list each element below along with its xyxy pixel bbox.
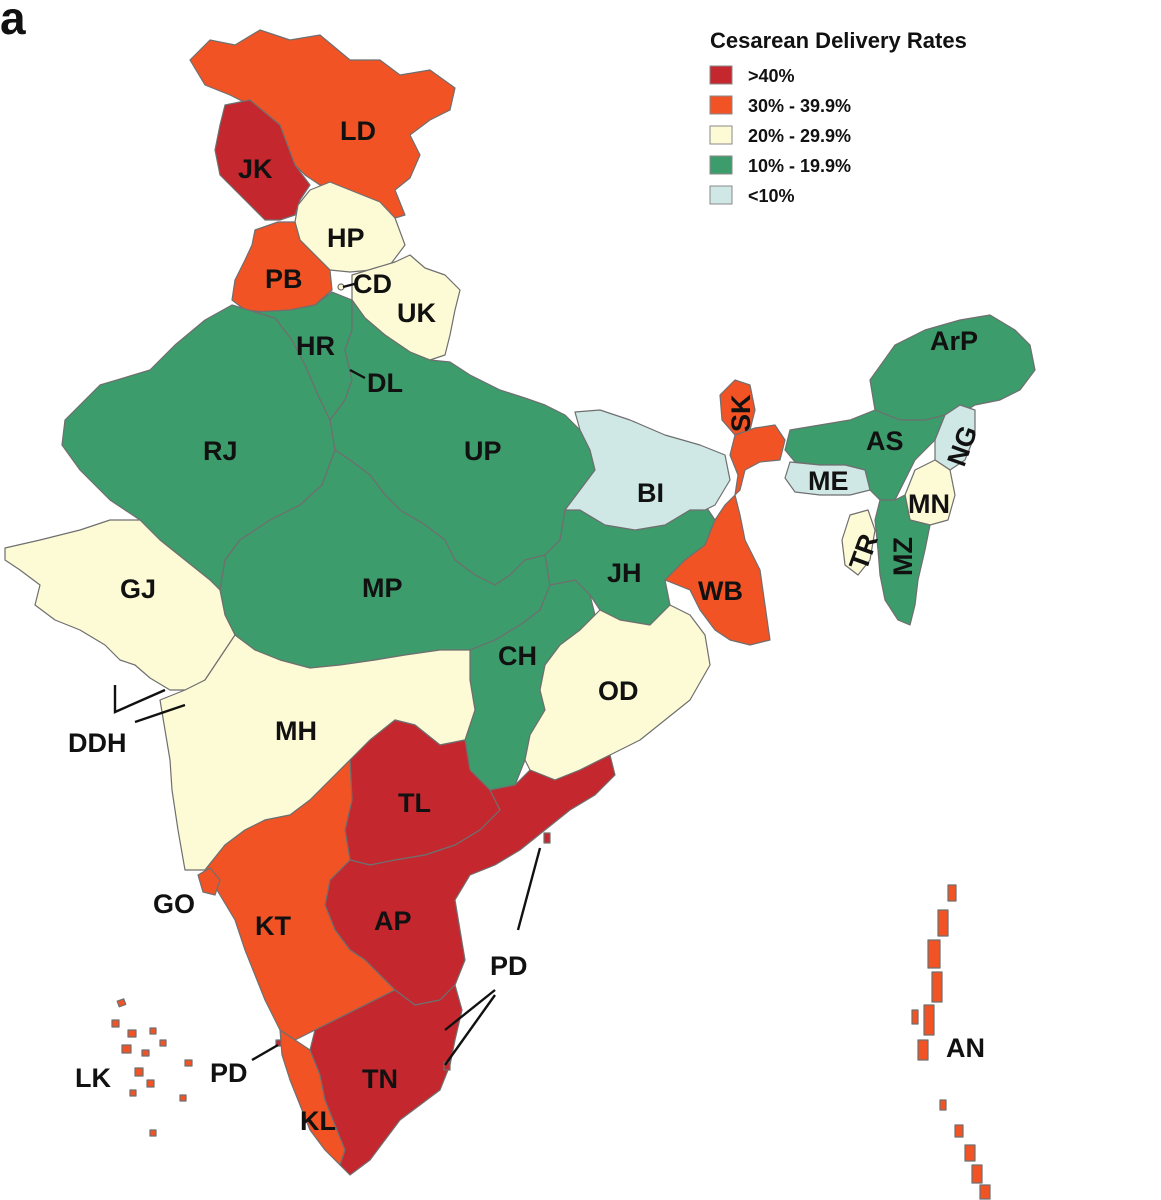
label-bi: BI	[637, 478, 664, 508]
label-ld: LD	[340, 116, 376, 146]
legend-label-4: 10% - 19.9%	[748, 156, 851, 176]
label-hr: HR	[296, 331, 335, 361]
legend-item-3: 20% - 29.9%	[709, 125, 851, 146]
region-me	[784, 461, 871, 496]
label-go: GO	[153, 889, 195, 919]
region-ng	[934, 404, 976, 471]
region-lk-islands	[111, 998, 193, 1137]
panel-label: a	[0, 0, 26, 44]
leader-ddh	[113, 685, 166, 714]
leader-dl	[349, 368, 366, 380]
label-pd-east: PD	[490, 951, 528, 981]
label-tn: TN	[362, 1064, 398, 1094]
label-pd-west: PD	[210, 1058, 248, 1088]
label-mh: MH	[275, 716, 317, 746]
region-od	[524, 604, 711, 781]
label-cd: CD	[353, 269, 392, 299]
leader-pd-mahe	[251, 1043, 279, 1062]
region-kt	[204, 759, 396, 1041]
label-ap: AP	[374, 906, 412, 936]
label-arp: ArP	[930, 326, 978, 356]
legend-swatch-4	[709, 155, 733, 175]
label-uk: UK	[397, 298, 436, 328]
legend-item-5: <10%	[709, 185, 795, 206]
label-wb: WB	[698, 576, 743, 606]
label-tl: TL	[398, 788, 431, 818]
label-lk: LK	[75, 1063, 111, 1093]
label-ch: CH	[498, 641, 537, 671]
label-od: OD	[598, 676, 639, 706]
region-tn	[309, 984, 463, 1176]
label-sk: SK	[726, 394, 756, 432]
label-me: ME	[808, 466, 849, 496]
region-jk	[214, 99, 311, 221]
label-jh: JH	[607, 558, 642, 588]
legend-item-1: >40%	[709, 65, 795, 86]
label-as: AS	[866, 426, 904, 456]
legend-swatch-1	[709, 65, 733, 85]
label-kt: KT	[255, 911, 291, 941]
legend-swatch-3	[709, 125, 733, 145]
leader-ddh-2	[134, 703, 186, 724]
region-go	[197, 867, 221, 896]
legend-label-2: 30% - 39.9%	[748, 96, 851, 116]
legend-label-1: >40%	[748, 66, 795, 86]
label-hp: HP	[327, 223, 365, 253]
label-dl: DL	[367, 368, 403, 398]
legend-item-2: 30% - 39.9%	[709, 95, 851, 116]
label-gj: GJ	[120, 574, 156, 604]
label-mp: MP	[362, 573, 403, 603]
label-mn: MN	[908, 489, 950, 519]
label-pb: PB	[265, 264, 303, 294]
label-up: UP	[464, 436, 502, 466]
legend-swatch-2	[709, 95, 733, 115]
legend-title: Cesarean Delivery Rates	[710, 28, 967, 53]
label-mz: MZ	[888, 537, 918, 576]
region-tr	[841, 509, 876, 576]
label-rj: RJ	[203, 436, 238, 466]
legend-swatch-5	[709, 185, 733, 205]
label-jk: JK	[238, 154, 273, 184]
leader-pd-tn1	[444, 989, 496, 1031]
legend-label-3: 20% - 29.9%	[748, 126, 851, 146]
label-an: AN	[946, 1033, 985, 1063]
region-an-islands	[911, 884, 991, 1200]
leader-pd-yanam	[516, 847, 542, 931]
legend-label-5: <10%	[748, 186, 795, 206]
legend-item-4: 10% - 19.9%	[709, 155, 851, 176]
region-mz	[874, 494, 931, 626]
leader-cd	[342, 281, 359, 289]
label-kl: KL	[300, 1106, 336, 1136]
leader-pd-tn2	[444, 994, 496, 1066]
region-bi	[564, 409, 731, 531]
region-sk	[719, 379, 756, 436]
region-pd-yanam	[543, 832, 551, 844]
legend: Cesarean Delivery Rates >40% 30% - 39.9%…	[709, 28, 967, 206]
label-ddh: DDH	[68, 728, 127, 758]
region-wb	[664, 424, 786, 646]
